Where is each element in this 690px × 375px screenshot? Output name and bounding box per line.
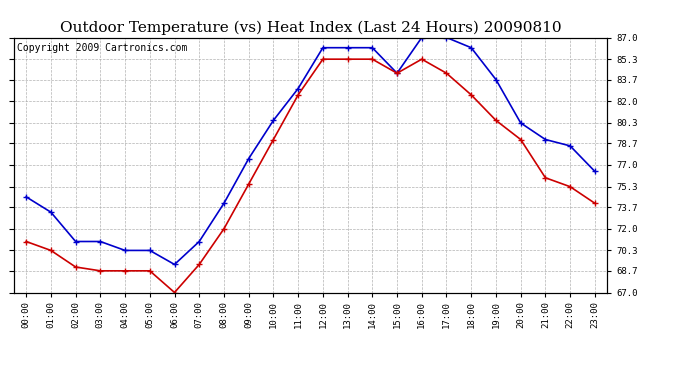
Text: Copyright 2009 Cartronics.com: Copyright 2009 Cartronics.com (17, 43, 187, 52)
Title: Outdoor Temperature (vs) Heat Index (Last 24 Hours) 20090810: Outdoor Temperature (vs) Heat Index (Las… (60, 21, 561, 35)
